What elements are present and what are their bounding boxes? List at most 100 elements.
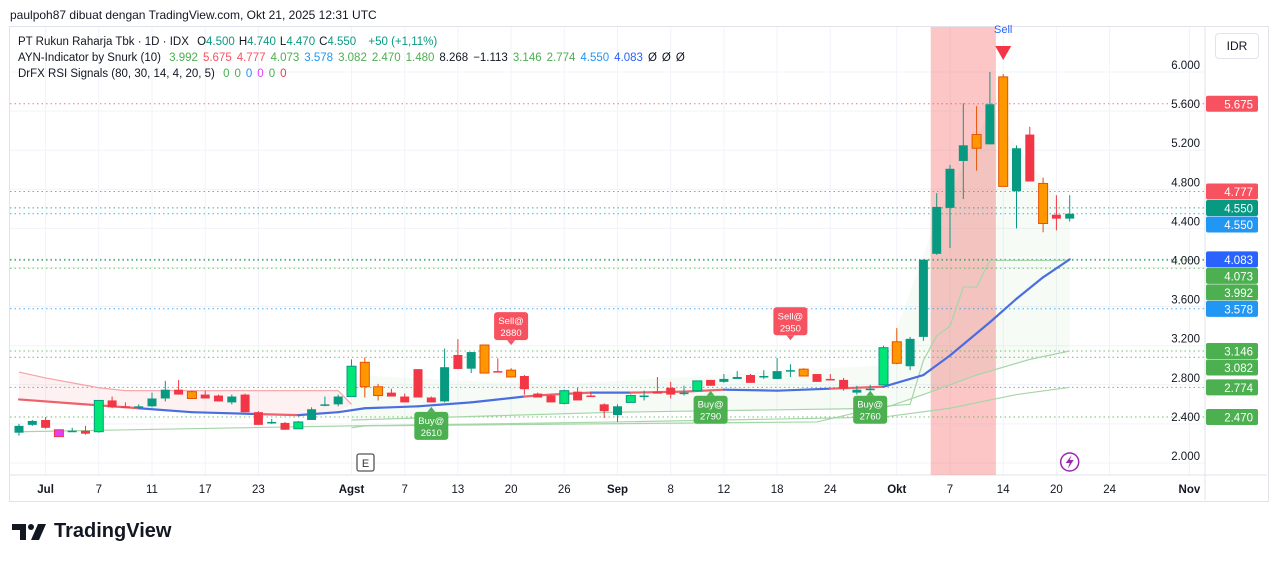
price-tag: 3.082 [1206,359,1258,376]
legend-symbol-row: PT Rukun Raharja Tbk · 1D · IDX O4.500 H4… [18,34,695,50]
price-tag-value: 3.578 [1224,304,1253,316]
candle [373,383,384,401]
candle [878,345,889,386]
candle-body [134,406,144,408]
earnings-marker[interactable]: E [356,453,375,472]
price-tag: 5.675 [1206,95,1258,112]
candle-body [559,390,570,404]
x-tick-label: 24 [1103,484,1116,496]
y-tick-label: 3.600 [1171,295,1200,307]
candle-body [519,376,529,390]
candle-body [267,421,277,424]
ohlc-value: 4.550 [327,36,357,48]
candle-body [147,398,157,407]
candle-body [41,419,51,428]
candle-body [719,378,729,382]
indicator-values: 3.992 5.675 4.777 4.073 3.578 3.082 2.470 1.480… [169,52,690,64]
candle-body [373,386,384,397]
candle [785,364,795,377]
candle [14,423,24,436]
signal-text: Buy@ [698,400,724,411]
sell-arrow-icon [995,46,1012,60]
candle [93,399,104,433]
x-tick-label: Jul [37,484,54,496]
sell-signal-label: Sell@2880 [494,312,529,346]
signal-box [494,312,529,341]
candle [1065,195,1075,222]
candle [932,193,942,255]
candle [639,390,649,401]
x-tick-label: 7 [401,484,407,496]
signal-text: Sell@ [498,316,524,327]
candle [865,384,875,391]
candle [918,259,928,341]
price-tag-value: 5.675 [1224,99,1253,111]
earnings-icon [356,453,375,472]
y-tick-label: 4.800 [1171,177,1200,189]
price-tag: 2.470 [1206,409,1258,426]
candle-body [1038,182,1049,225]
candle [506,368,517,378]
indicator-name[interactable]: DrFX RSI Signals (80, 30, 14, 4, 20, 5) [18,68,215,80]
candle [692,380,703,392]
y-tick-label: 5.600 [1171,99,1200,111]
candle-body [93,399,104,433]
candle-body [533,393,543,398]
signal-price: 2880 [501,328,522,339]
candle [160,380,170,402]
lightning-icon[interactable] [1059,452,1080,472]
candle-body [599,404,609,412]
candle-body [878,347,889,386]
indicator-name[interactable]: AYN-Indicator by Snurk (10) [18,52,161,64]
indicator-value: 5.675 [202,52,232,64]
x-tick-label: Nov [1179,484,1201,496]
candle-body [852,389,862,393]
candle [985,72,995,145]
candle [971,106,982,171]
signal-pointer [507,340,516,346]
ohlc-value: 4.470 [286,36,316,48]
candle-body [320,404,330,406]
candle [53,429,64,438]
y-tick-label: 6.000 [1171,60,1200,72]
ma-line-segment [922,354,952,377]
candle [493,358,503,373]
x-tick-label: 20 [1050,484,1063,496]
indicator-value: 4.777 [236,52,266,64]
y-tick-label: 4.000 [1171,256,1200,268]
signal-price: 2610 [421,428,442,439]
candle-body [652,391,662,394]
candle [746,374,755,383]
step-green-line [351,259,1070,429]
price-tag-bg [1206,379,1258,396]
candle [573,387,583,401]
symbol-name[interactable]: PT Rukun Raharja Tbk · 1D · IDX [18,36,189,48]
earnings-label: E [362,458,369,470]
price-tag-bg [1206,251,1258,268]
candle-body [825,378,835,381]
ohlc-label: C [319,36,328,48]
candle-body [27,420,37,425]
indicator-value: 8.268 [439,52,469,64]
ohlc-values: O4.500 H4.740 L4.470 C4.550 [197,36,360,48]
candle-body [1051,214,1061,219]
price-tag-bg [1206,284,1258,301]
price-tag-value: 4.083 [1224,255,1253,267]
candle-body [81,430,90,434]
candle [253,411,263,425]
x-tick-label: 7 [96,484,102,496]
ohlc-l: L4.470 [280,36,315,48]
price-tag: 3.992 [1206,284,1258,301]
y-tick-label: 2.800 [1171,373,1200,385]
ma-line-segment [137,407,193,414]
candle-body [865,388,875,391]
ma-line-segment [190,411,260,416]
currency-button[interactable]: IDR [1215,33,1259,59]
candle-body [958,145,968,161]
price-tag: 3.578 [1206,300,1258,317]
candle-body [785,370,795,372]
signal-price: 2790 [700,412,721,423]
signal-price: 2760 [860,412,881,423]
candle [359,357,370,398]
